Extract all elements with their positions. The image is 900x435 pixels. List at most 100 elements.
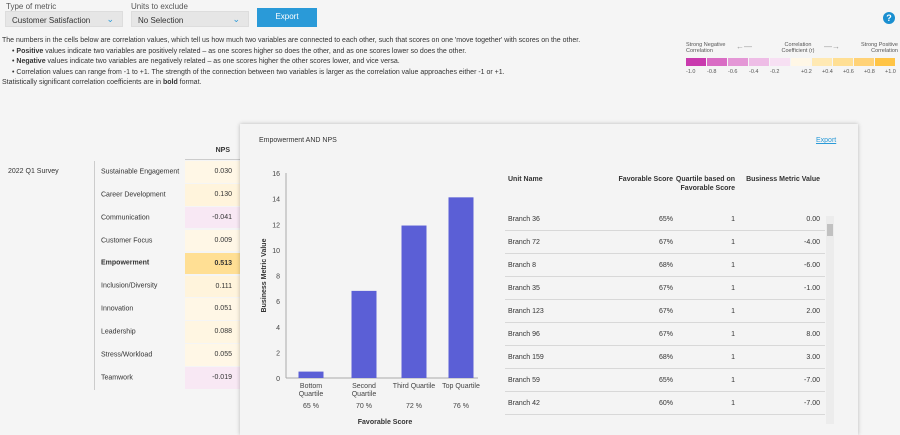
table-row[interactable]: Branch 8 68% 1 -6.00 — [505, 254, 825, 277]
correlation-value[interactable]: 0.513 — [185, 252, 240, 275]
table-row[interactable]: Branch 59 65% 1 -7.00 — [505, 369, 825, 392]
correlation-value[interactable]: 0.130 — [185, 183, 240, 206]
dimension-name: Customer Focus — [101, 237, 153, 245]
correlation-value[interactable]: -0.019 — [185, 367, 240, 389]
correlation-row[interactable]: Sustainable Engagement 0.030 — [95, 161, 240, 183]
business-metric-value: -7.00 — [804, 377, 820, 384]
unit-name: Branch 35 — [508, 285, 540, 292]
score-label: 70 % — [356, 403, 372, 410]
correlation-value[interactable]: 0.111 — [185, 275, 240, 298]
export-button[interactable]: Export — [257, 8, 317, 27]
legend-scale — [686, 58, 900, 68]
unit-name: Branch 36 — [508, 216, 540, 223]
sig-text: Statistically significant correlation co… — [2, 79, 163, 86]
y-tick-label: 0 — [276, 376, 280, 383]
correlation-legend: Strong Negative Correlation ←— Correlati… — [684, 40, 898, 80]
correlation-value[interactable]: 0.051 — [185, 298, 240, 321]
table-row[interactable]: Branch 72 67% 1 -4.00 — [505, 231, 825, 254]
legend-neg-label: Strong Negative Correlation — [686, 42, 726, 54]
legend-tick: +0.8 — [864, 69, 875, 75]
bar[interactable] — [351, 290, 377, 378]
correlation-row[interactable]: Career Development 0.130 — [95, 183, 240, 206]
correlation-row[interactable]: Customer Focus 0.009 — [95, 229, 240, 252]
metric-value: Customer Satisfaction — [12, 16, 91, 25]
quartile: 1 — [731, 239, 735, 246]
correlation-row[interactable]: Communication -0.041 — [95, 206, 240, 229]
column-header[interactable]: Favorable Score — [618, 176, 673, 183]
correlation-row[interactable]: Innovation 0.051 — [95, 298, 240, 321]
metric-select[interactable]: Customer Satisfaction ⌄ — [5, 11, 123, 27]
table-row[interactable]: Branch 35 67% 1 -1.00 — [505, 277, 825, 300]
correlation-value[interactable]: 0.088 — [185, 321, 240, 343]
legend-swatch — [812, 58, 832, 66]
quartile: 1 — [731, 331, 735, 338]
dimension-name: Leadership — [101, 328, 136, 336]
table-row[interactable]: Branch 123 67% 1 2.00 — [505, 300, 825, 323]
table-row[interactable]: Branch 96 67% 1 8.00 — [505, 323, 825, 346]
range-note: • Correlation values can range from -1 t… — [12, 68, 505, 76]
x-tick-label: Quartile — [299, 391, 324, 398]
correlation-row[interactable]: Inclusion/Diversity 0.111 — [95, 275, 240, 298]
correlation-row[interactable]: Teamwork -0.019 — [95, 367, 240, 389]
y-axis-label: Business Metric Value — [261, 238, 268, 312]
column-header[interactable]: Unit Name — [508, 176, 543, 183]
legend-swatch — [707, 58, 727, 66]
bar[interactable] — [448, 197, 474, 378]
legend-tick: -0.6 — [728, 69, 738, 75]
legend-swatch — [833, 58, 853, 66]
export-link[interactable]: Export — [816, 137, 837, 144]
description: The numbers in the cells below are corre… — [2, 36, 642, 89]
correlation-value[interactable]: 0.055 — [185, 344, 240, 366]
favorable-score: 60% — [658, 400, 673, 407]
table-row[interactable]: Branch 42 60% 1 -7.00 — [505, 392, 825, 415]
x-tick-label: Second — [352, 383, 376, 390]
chevron-down-icon: ⌄ — [106, 14, 114, 24]
positive-bold: Positive — [16, 47, 44, 55]
legend-swatch — [770, 58, 790, 66]
business-metric-value: 0.00 — [806, 216, 820, 223]
legend-swatch — [728, 58, 748, 66]
arrow-left-icon: ←— — [736, 42, 752, 51]
correlation-row[interactable]: Leadership 0.088 — [95, 321, 240, 343]
units-label: Units to exclude — [131, 2, 188, 11]
business-metric-value: -6.00 — [804, 262, 820, 269]
y-tick-label: 12 — [272, 222, 280, 229]
description-intro: The numbers in the cells below are corre… — [2, 37, 581, 44]
bar[interactable] — [401, 225, 427, 378]
y-tick-label: 16 — [272, 171, 280, 178]
detail-panel: Empowerment AND NPS Export 0 2 4 6 8 10 12 14 16… — [240, 124, 858, 435]
dimension-name: Empowerment — [101, 259, 150, 267]
y-tick-label: 4 — [276, 325, 280, 332]
dimension-name: Stress/Workload — [101, 351, 153, 359]
legend-tick: +0.6 — [843, 69, 854, 75]
scrollbar-thumb[interactable] — [827, 224, 833, 236]
correlation-value[interactable]: 0.030 — [185, 161, 240, 183]
y-tick-label: 14 — [272, 197, 280, 204]
negative-note: • Negative values indicate two variables… — [12, 58, 400, 65]
dimension-name: Career Development — [101, 191, 166, 199]
scrollbar[interactable] — [826, 216, 834, 424]
units-select[interactable]: No Selection ⌄ — [131, 11, 249, 27]
y-tick-label: 6 — [276, 299, 280, 306]
legend-tick: -0.4 — [749, 69, 759, 75]
legend-tick: +1.0 — [885, 69, 896, 75]
x-tick-label: Bottom — [300, 383, 322, 390]
table-row[interactable]: Branch 159 68% 1 3.00 — [505, 346, 825, 369]
column-header[interactable]: Business Metric Value — [746, 176, 820, 183]
column-header[interactable]: Quartile based on Favorable Score — [675, 176, 735, 192]
dimension-name: Inclusion/Diversity — [101, 282, 158, 290]
significance-note: Statistically significant correlation co… — [2, 78, 642, 89]
bar[interactable] — [298, 371, 324, 378]
help-icon[interactable]: ? — [883, 12, 895, 24]
units-value: No Selection — [138, 16, 184, 25]
unit-name: Branch 96 — [508, 331, 540, 338]
correlation-value[interactable]: -0.041 — [185, 206, 240, 229]
table-row[interactable]: Branch 36 65% 1 0.00 — [505, 208, 825, 231]
quartile: 1 — [731, 400, 735, 407]
unit-name: Branch 59 — [508, 377, 540, 384]
correlation-row[interactable]: Stress/Workload 0.055 — [95, 344, 240, 366]
correlation-row[interactable]: Empowerment 0.513 — [95, 252, 240, 275]
correlation-value[interactable]: 0.009 — [185, 229, 240, 252]
legend-tick: +0.4 — [822, 69, 833, 75]
legend-swatch — [791, 58, 811, 66]
